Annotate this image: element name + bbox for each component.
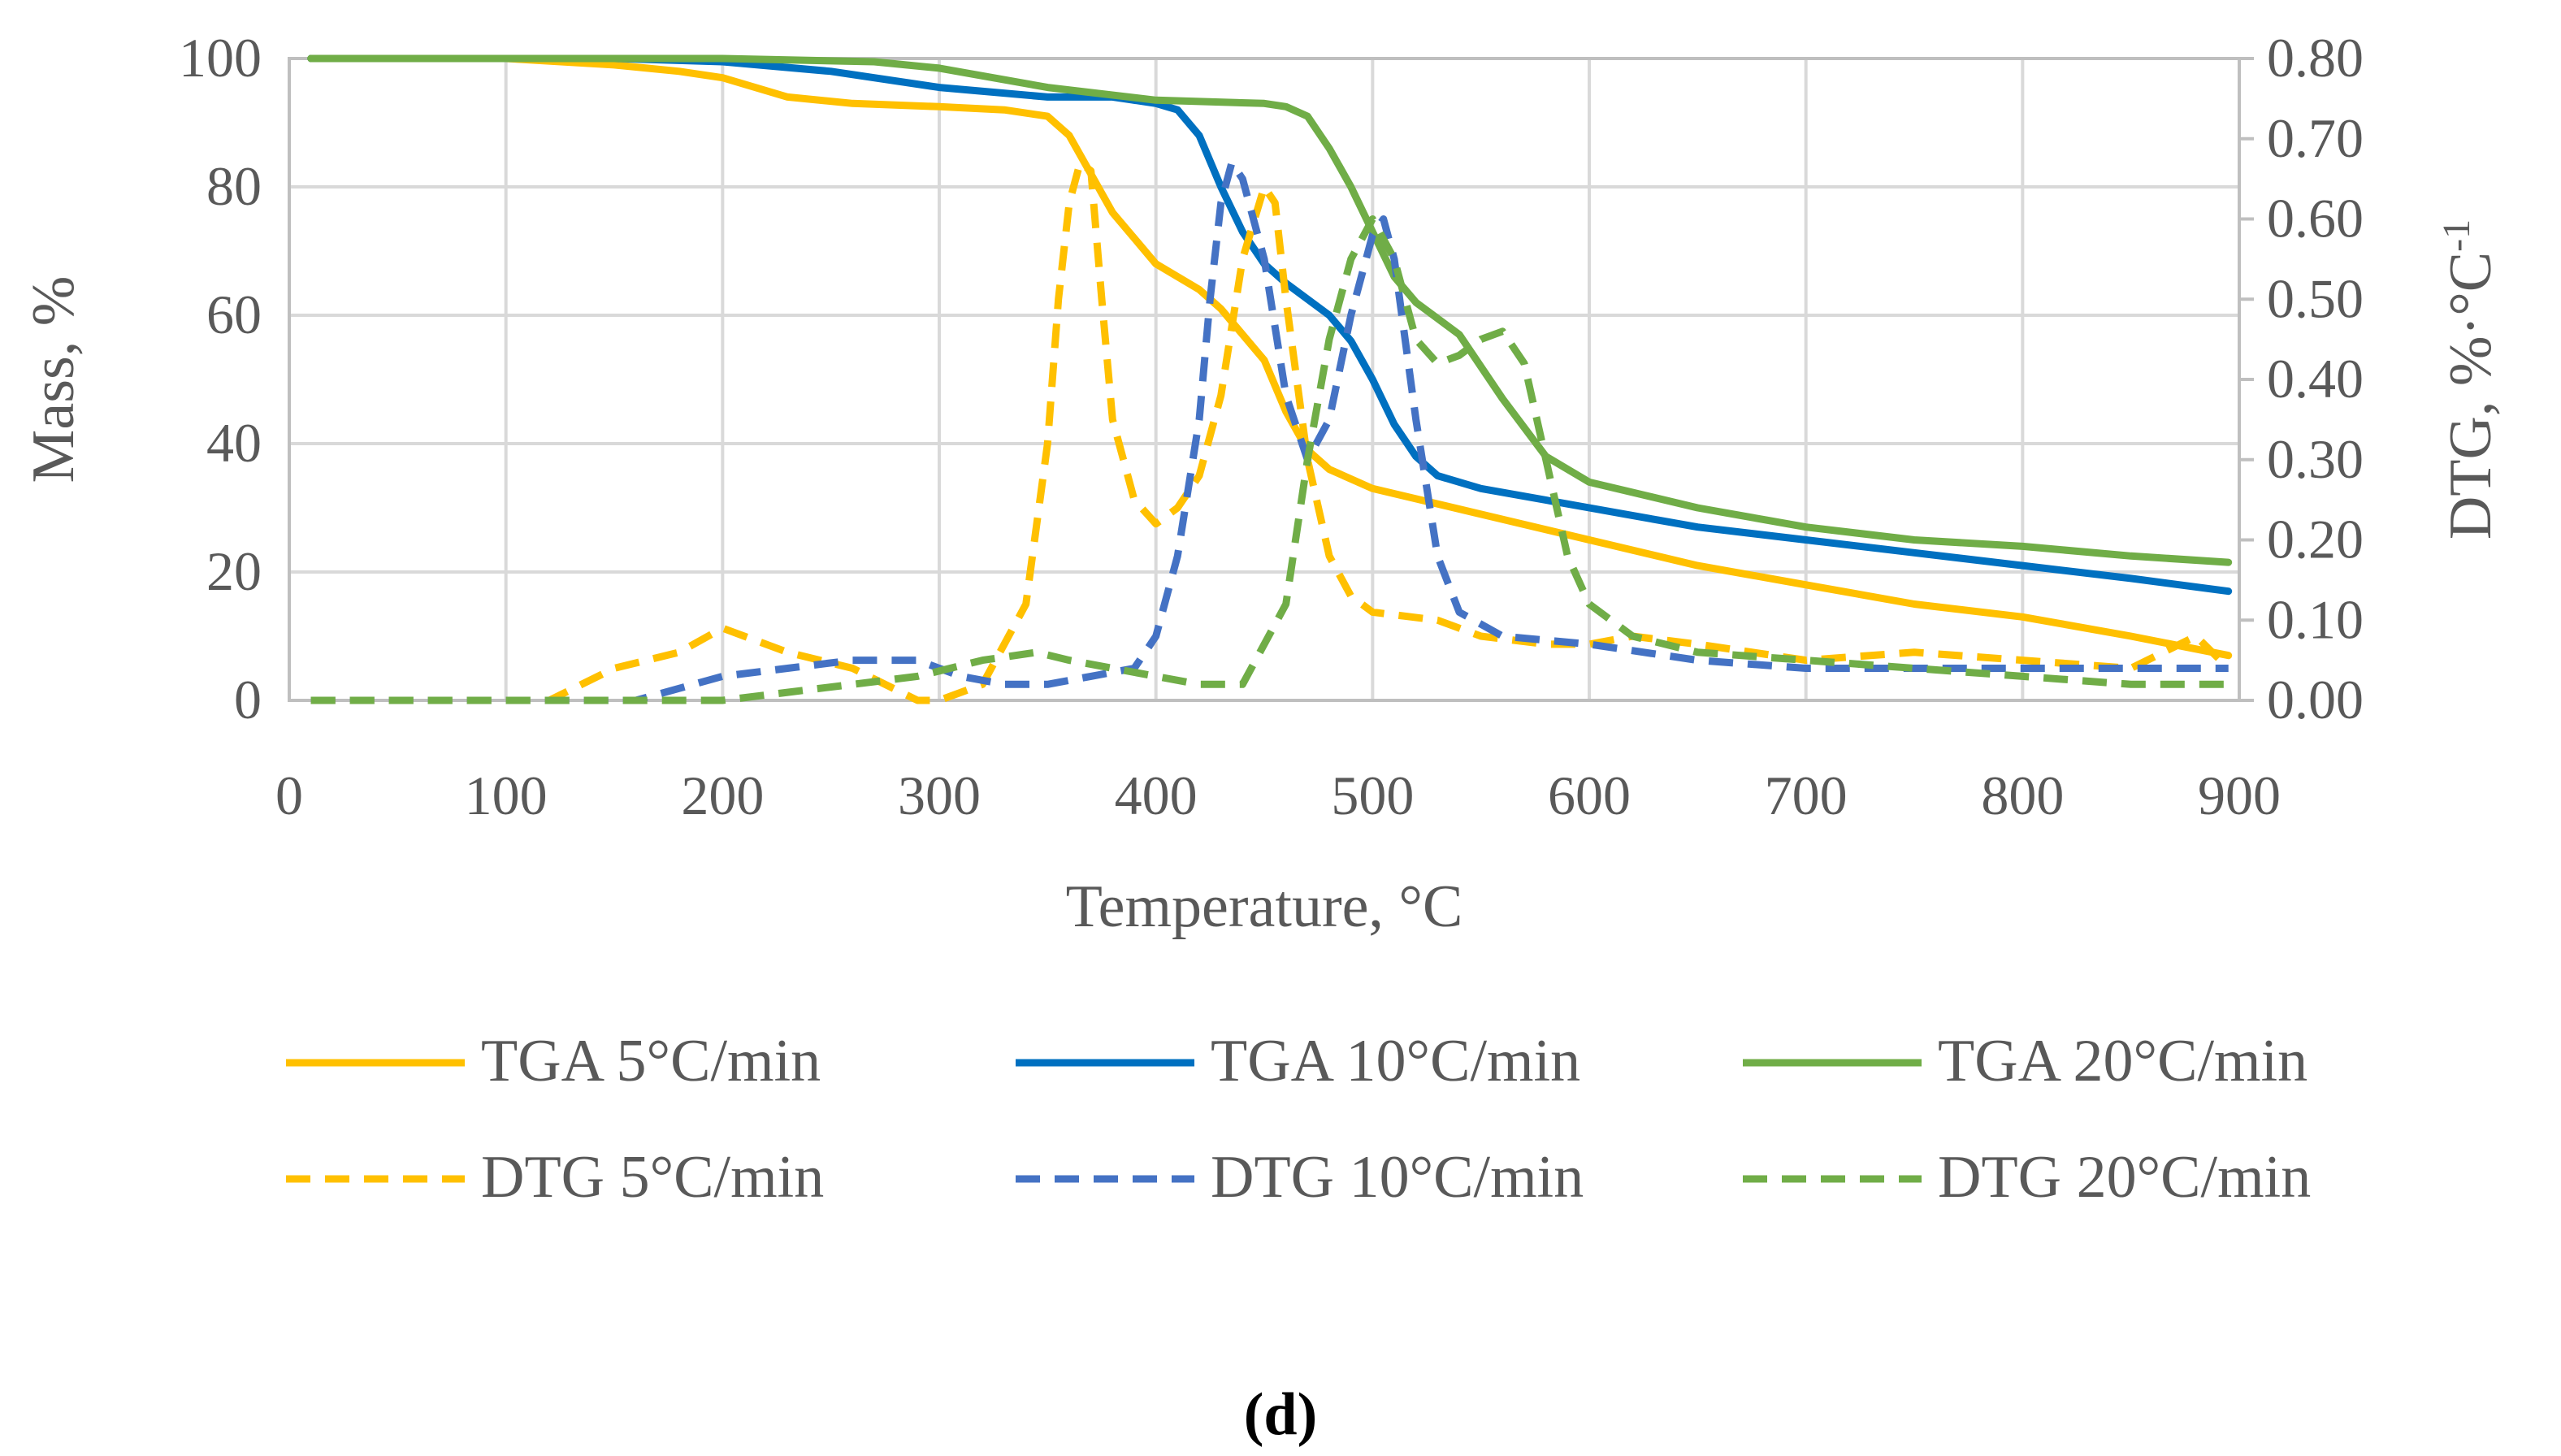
y-tick-label: 0 <box>234 669 262 730</box>
y2-tick-label: 0.00 <box>2267 669 2364 730</box>
x-tick-label: 700 <box>1765 765 1848 826</box>
series-line-tga-10-c-min <box>307 54 2233 596</box>
plot-frame <box>288 57 2241 702</box>
y2-tick-label: 0.10 <box>2267 588 2364 650</box>
x-tick-label: 400 <box>1115 765 1198 826</box>
x-tick-label: 500 <box>1331 765 1414 826</box>
x-tick-label: 300 <box>898 765 981 826</box>
series-line-dtg-20-c-min <box>310 215 2229 704</box>
figure-caption: (d) <box>1244 1381 1317 1448</box>
y2-tick-label: 0.20 <box>2267 509 2364 570</box>
y2-tick-label: 0.50 <box>2267 267 2364 329</box>
x-tick-label: 800 <box>1981 765 2064 826</box>
legend-label-tga-20-c-min: TGA 20°C/min <box>1938 1028 2308 1094</box>
x-tick-label: 900 <box>2198 765 2281 826</box>
x-tick-label: 0 <box>275 765 303 826</box>
y2-tick-label: 0.40 <box>2267 348 2364 410</box>
y2-tick-label: 0.80 <box>2267 27 2364 89</box>
legend-label-tga-10-c-min: TGA 10°C/min <box>1211 1028 1580 1094</box>
series-line-tga-20-c-min <box>307 54 2233 566</box>
series-line-dtg-5-c-min <box>310 158 2231 704</box>
y2-tick-label: 0.60 <box>2267 188 2364 249</box>
y2-tick-label: 0.70 <box>2267 107 2364 169</box>
y2-axis-title-superscript: -1 <box>2435 219 2478 252</box>
tick-labels: 0 100 200 300 400 500 600 700 800 900 0 20 40 60 80 100… <box>179 27 2364 826</box>
series-line-tga-5-c-min <box>307 54 2233 660</box>
y2-tick-label: 0.30 <box>2267 428 2364 490</box>
series-lines <box>307 54 2233 704</box>
x-tick-label: 600 <box>1548 765 1631 826</box>
legend-label-tga-5-c-min: TGA 5°C/min <box>481 1028 821 1094</box>
y-axis-title: Mass, % <box>20 276 87 483</box>
y-tick-label: 100 <box>179 27 262 89</box>
y-tick-label: 20 <box>206 540 262 602</box>
y-tick-label: 60 <box>206 284 262 345</box>
x-tick-label: 200 <box>681 765 764 826</box>
legend: TGA 5°C/min TGA 10°C/min TGA 20°C/min DTG 5… <box>286 1028 2311 1211</box>
legend-label-dtg-10-c-min: DTG 10°C/min <box>1211 1144 1584 1211</box>
legend-label-dtg-20-c-min: DTG 20°C/min <box>1938 1144 2311 1211</box>
x-tick-label: 100 <box>465 765 548 826</box>
x-axis-title: Temperature, °C <box>1066 873 1463 940</box>
series-line-dtg-10-c-min <box>310 158 2229 704</box>
y2-axis-title-main: DTG, %·°C <box>2438 252 2504 540</box>
y2-axis-title: DTG, %·°C-1 <box>2435 219 2504 540</box>
y-tick-label: 80 <box>206 155 262 217</box>
legend-label-dtg-5-c-min: DTG 5°C/min <box>481 1144 824 1211</box>
y-tick-label: 40 <box>206 412 262 474</box>
